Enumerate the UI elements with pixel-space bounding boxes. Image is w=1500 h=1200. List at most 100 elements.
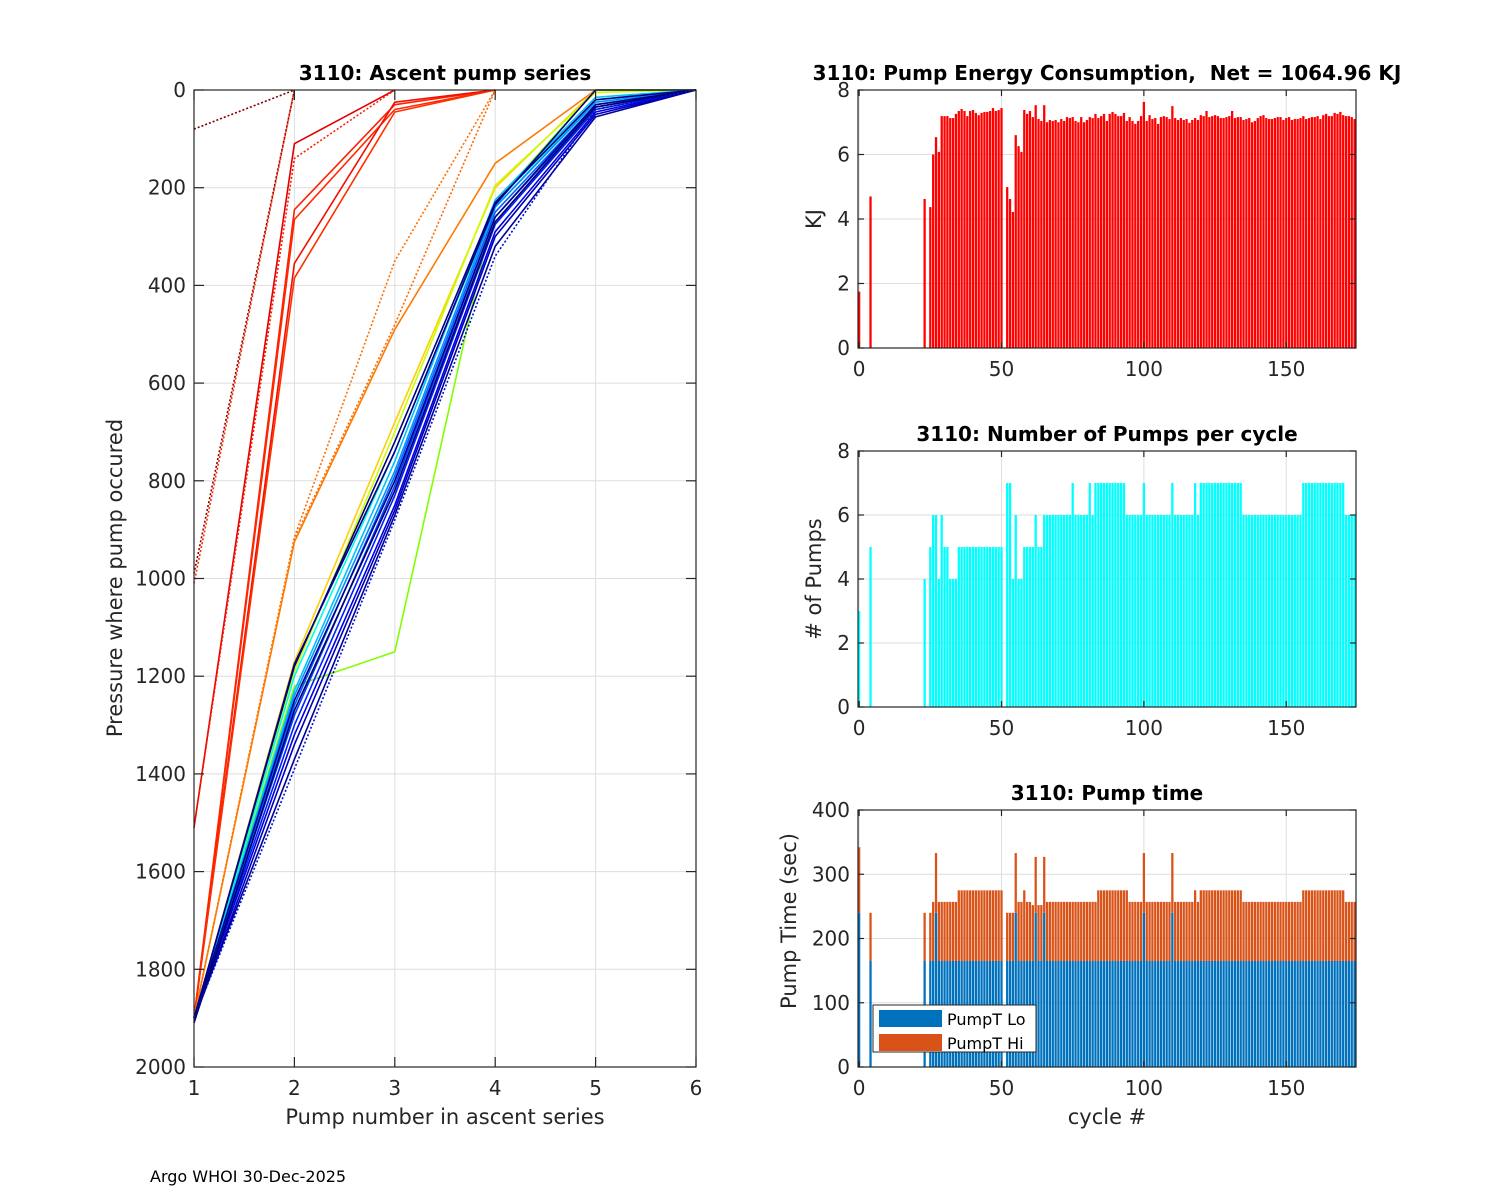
- y-tick-label: 8: [837, 78, 850, 102]
- x-tick-label: 2: [288, 1076, 301, 1100]
- legend-swatch-lo: [879, 1010, 942, 1027]
- pumpt-lo-bar: [1205, 960, 1208, 1067]
- energy-bar: [943, 116, 946, 349]
- pumpt-hi-bar: [1165, 901, 1168, 961]
- pump-count-bar: [983, 547, 986, 707]
- pumpt-hi-bar: [1193, 890, 1197, 961]
- energy-bar: [1199, 115, 1202, 348]
- pumpt-lo-bar: [1353, 960, 1356, 1067]
- pumpt-lo-bar: [1250, 960, 1254, 1067]
- pumpt-hi-bar: [1273, 901, 1276, 961]
- pumpt-hi-bar: [1008, 912, 1012, 961]
- pumpt-hi-bar: [1111, 890, 1114, 961]
- pumpt-hi-bar: [1128, 901, 1131, 961]
- energy-bar: [1179, 118, 1183, 348]
- pumpt-hi-bar: [1333, 890, 1336, 961]
- y-tick-label: 2000: [135, 1055, 186, 1079]
- pumpt-hi-bar: [1299, 901, 1302, 961]
- ascent-profile-line: [193, 89, 295, 130]
- pumpt-lo-bar: [858, 912, 861, 1067]
- energy-bar: [1319, 119, 1322, 348]
- pumpt-lo-bar: [1131, 960, 1134, 1067]
- pumpt-lo-bar: [1242, 960, 1245, 1067]
- pump-count-bar: [923, 579, 926, 707]
- axes: 0 50 100 150 0 2 4 6 8: [837, 78, 1357, 381]
- pump-count-bar: [997, 547, 1000, 707]
- energy-bar: [957, 110, 960, 349]
- pump-count-bar: [1031, 547, 1034, 707]
- energy-bar: [1290, 119, 1294, 349]
- y-tick-label: 1000: [135, 567, 186, 591]
- pumpt-hi-bar: [1293, 901, 1296, 961]
- energy-bar: [949, 118, 952, 348]
- pump-count-bar: [1063, 515, 1066, 707]
- pumpt-lo-bar: [1111, 960, 1114, 1067]
- energy-bar: [1168, 119, 1171, 348]
- pumpt-hi-bar: [1043, 856, 1046, 913]
- pumpt-lo-bar: [1193, 960, 1197, 1067]
- energy-bar: [1262, 115, 1265, 348]
- pumpt-hi-bar: [954, 901, 958, 961]
- pumpt-hi-bar: [1188, 901, 1191, 961]
- pumpt-hi-bar: [1071, 901, 1074, 961]
- pumpt-lo-bar: [1108, 960, 1111, 1067]
- pumpt-lo-bar: [1248, 960, 1251, 1067]
- pumpt-lo-bar: [1048, 960, 1052, 1067]
- pumpt-hi-bar: [1068, 901, 1071, 961]
- energy-bar: [1008, 199, 1012, 348]
- pumpt-hi-bar: [1082, 901, 1086, 961]
- energy-bar: [1125, 120, 1128, 349]
- pumpt-hi-bar: [1231, 890, 1234, 961]
- x-tick-label: 50: [989, 357, 1014, 381]
- legend-swatch-hi: [879, 1034, 942, 1051]
- energy-bar: [1154, 118, 1157, 348]
- energy-bar: [932, 154, 935, 348]
- energy-bar: [1065, 117, 1069, 348]
- y-tick-label: 300: [812, 862, 850, 886]
- pump-count-bar: [1299, 515, 1302, 707]
- pumpt-lo-bar: [1319, 960, 1322, 1067]
- pumpt-hi-bar: [988, 890, 992, 961]
- pump-count-bar: [1051, 515, 1054, 707]
- y-tick-label: 6: [837, 503, 850, 527]
- pump-count-bar: [1028, 547, 1032, 707]
- x-tick-label: 1: [188, 1076, 201, 1100]
- pump-count-bar: [1259, 515, 1262, 707]
- energy-bar: [1014, 135, 1017, 348]
- pump-count-bar: [943, 547, 946, 707]
- pump-count-bar: [1151, 515, 1154, 707]
- pumpt-lo-bar: [1174, 960, 1177, 1067]
- pump-count-bar: [1100, 483, 1103, 707]
- pump-count-bar: [1330, 483, 1333, 707]
- pump-count-bar: [1174, 515, 1177, 707]
- pumpt-lo-bar: [1293, 960, 1296, 1067]
- energy-bars: [858, 101, 1356, 349]
- pumpt-lo-bar: [1333, 960, 1336, 1067]
- pumpt-hi-bar: [977, 890, 980, 961]
- pumpt-hi-bar: [923, 912, 926, 961]
- pumpt-lo-bar: [1330, 960, 1333, 1067]
- pumpt-lo-bar: [1139, 960, 1143, 1067]
- pump-count-bar: [966, 547, 969, 707]
- pump-count-bar: [1188, 515, 1191, 707]
- pump-count-bar: [1108, 483, 1111, 707]
- energy-bar: [1031, 117, 1034, 348]
- pump-count-bar: [1322, 483, 1325, 707]
- ascent-profile-line: [193, 89, 697, 1019]
- pumpt-hi-bar: [1105, 890, 1108, 961]
- energy-bar: [969, 110, 972, 349]
- pumpt-lo-bar: [1336, 960, 1339, 1067]
- pumpt-hi-bar: [1353, 901, 1356, 961]
- pumpt-lo-bar: [1347, 960, 1351, 1067]
- energy-bar: [1128, 117, 1131, 348]
- pumpt-hi-bar: [1014, 853, 1017, 913]
- pump-count-bar: [1074, 515, 1077, 707]
- energy-bar: [1100, 116, 1103, 349]
- pumpt-lo-bar: [1270, 960, 1274, 1067]
- pumpt-lo-bar: [1068, 960, 1071, 1067]
- pumpt-hi-bar: [1122, 890, 1126, 961]
- energy-bar: [1020, 151, 1023, 348]
- x-tick-label: 50: [989, 716, 1014, 740]
- pumpt-hi-bar: [1159, 901, 1163, 961]
- pump-count-bar: [977, 547, 980, 707]
